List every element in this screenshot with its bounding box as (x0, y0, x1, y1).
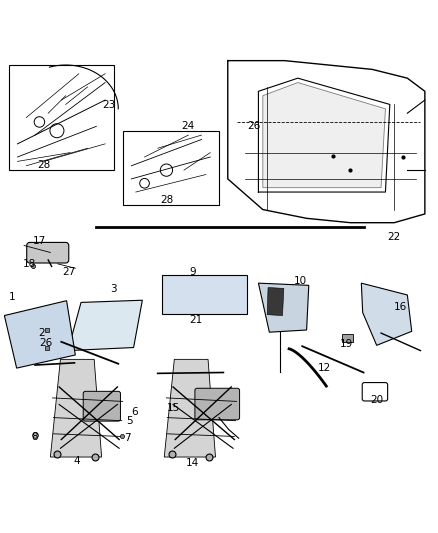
Text: 27: 27 (63, 266, 76, 277)
Text: 28: 28 (160, 195, 173, 205)
Text: 2: 2 (38, 328, 45, 338)
FancyBboxPatch shape (83, 391, 120, 421)
FancyBboxPatch shape (27, 243, 69, 263)
Text: 21: 21 (190, 315, 203, 325)
Polygon shape (164, 359, 215, 457)
Text: 23: 23 (102, 100, 115, 110)
Text: 24: 24 (182, 122, 195, 131)
Text: 9: 9 (189, 266, 196, 277)
Polygon shape (258, 283, 309, 332)
Text: 14: 14 (186, 458, 199, 468)
Polygon shape (267, 287, 284, 316)
Text: 22: 22 (388, 232, 401, 242)
FancyBboxPatch shape (162, 275, 247, 314)
FancyBboxPatch shape (195, 388, 240, 420)
Text: 17: 17 (33, 236, 46, 246)
Polygon shape (263, 83, 385, 188)
Polygon shape (68, 300, 142, 351)
Text: 7: 7 (124, 433, 131, 443)
Text: 1: 1 (9, 292, 16, 302)
Text: 10: 10 (293, 276, 307, 286)
Text: 26: 26 (39, 338, 53, 348)
Text: 3: 3 (110, 284, 117, 294)
Text: 16: 16 (394, 302, 407, 312)
Polygon shape (361, 283, 412, 345)
Text: 8: 8 (31, 432, 38, 442)
FancyBboxPatch shape (342, 334, 353, 342)
Text: 6: 6 (131, 407, 138, 417)
Text: 15: 15 (166, 402, 180, 413)
Polygon shape (50, 359, 102, 457)
Text: 20: 20 (370, 395, 383, 405)
Text: 18: 18 (23, 260, 36, 269)
Text: 5: 5 (126, 416, 133, 426)
Text: 4: 4 (73, 456, 80, 466)
Text: 28: 28 (37, 160, 50, 170)
Text: 26: 26 (247, 122, 261, 131)
Text: 19: 19 (339, 340, 353, 350)
Text: 12: 12 (318, 363, 331, 373)
Polygon shape (4, 301, 75, 368)
